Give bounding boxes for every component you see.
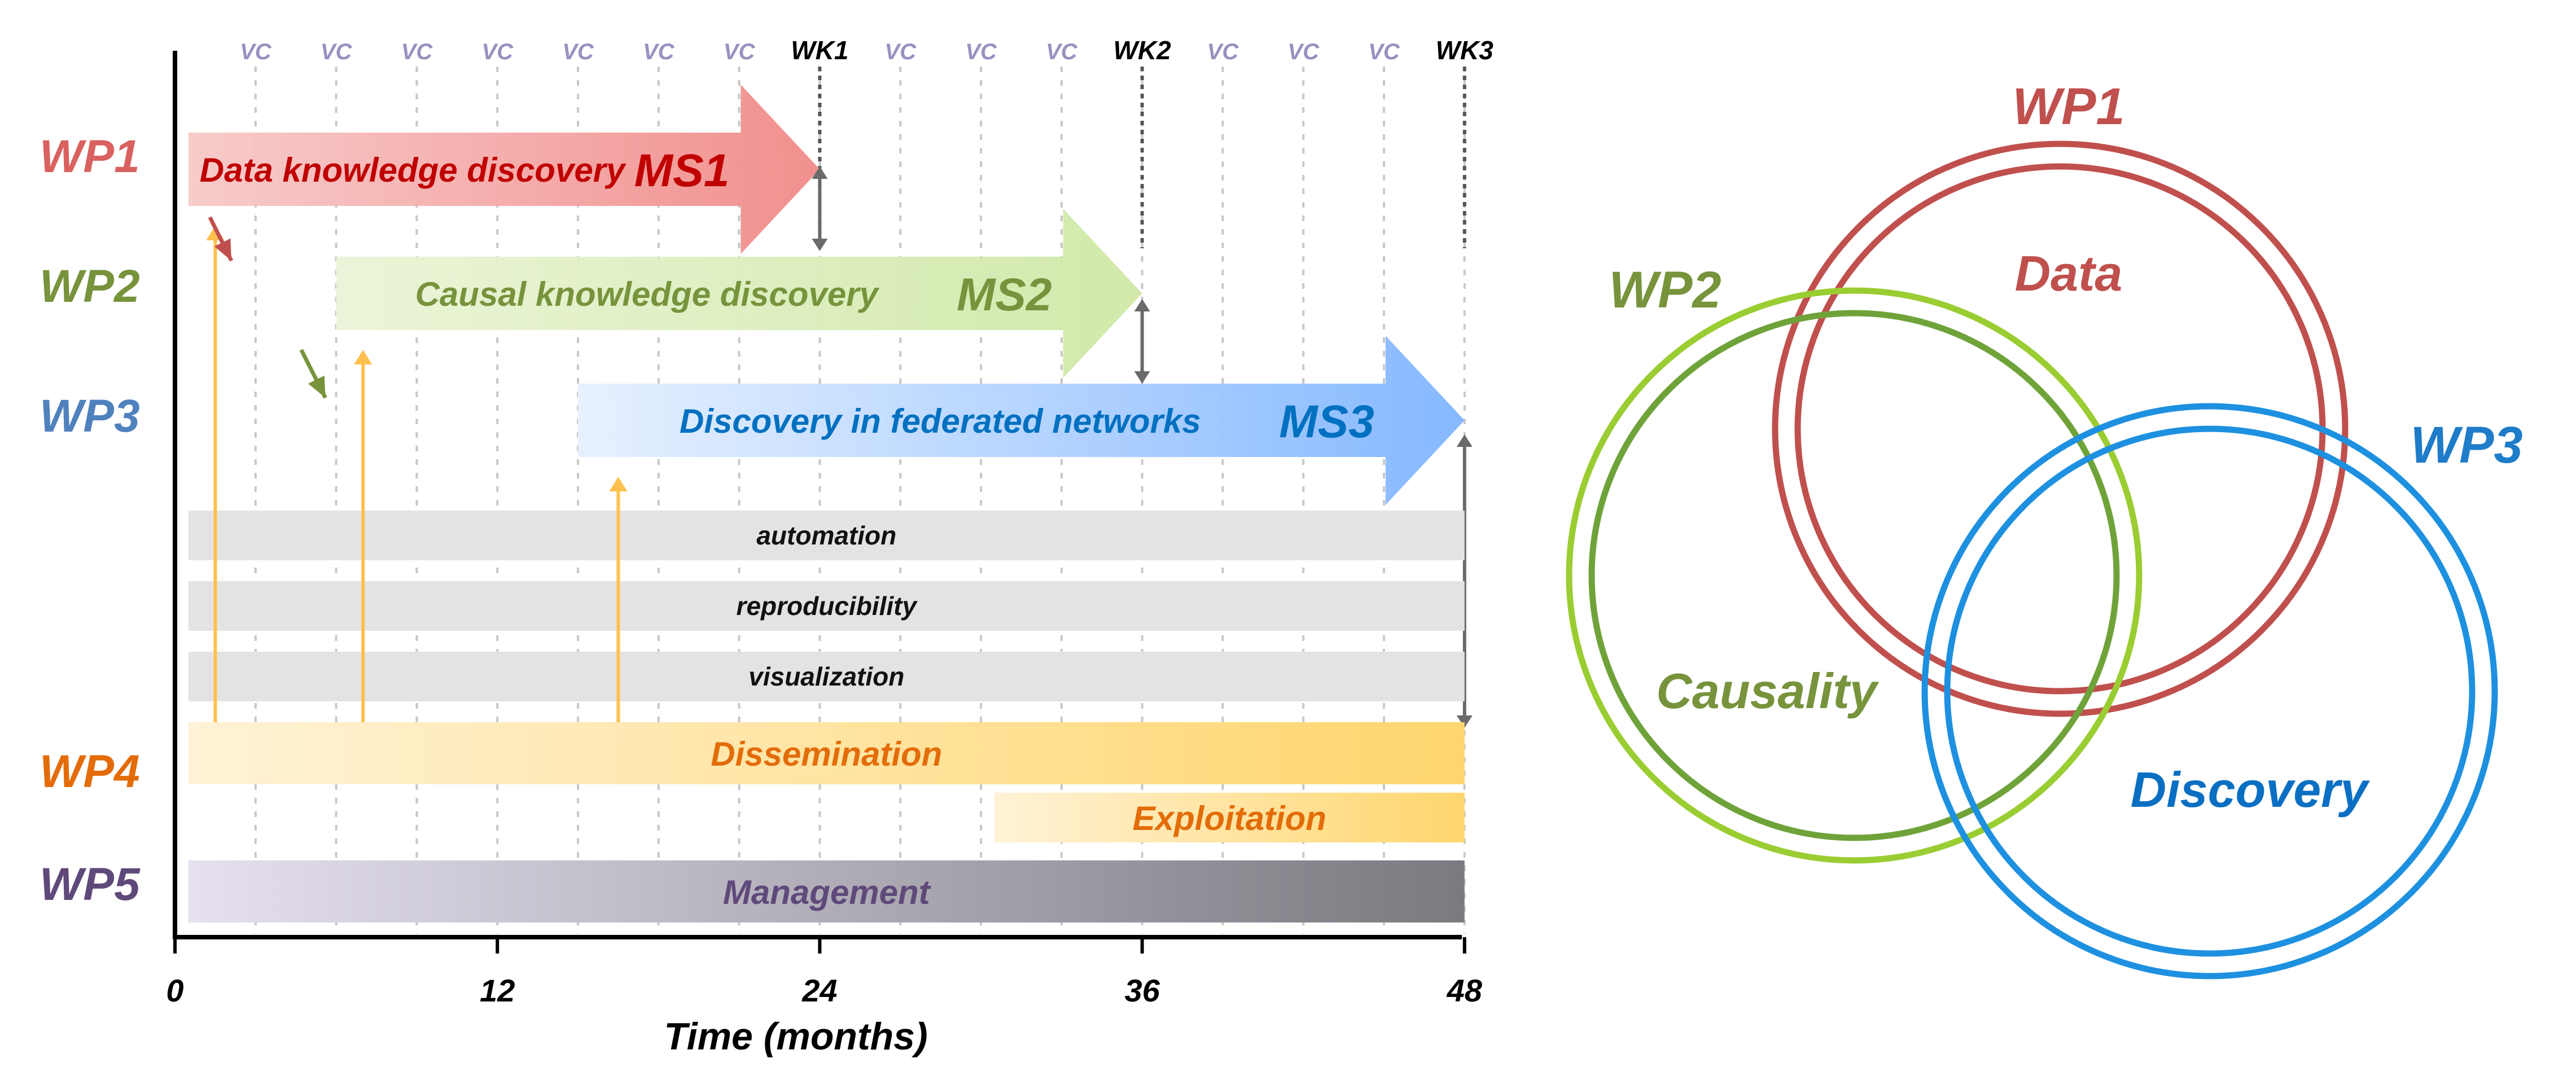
vc-marker: VC — [724, 39, 756, 64]
support-bar-label: automation — [756, 521, 896, 550]
venn-label-wp1: WP1 — [2012, 78, 2124, 135]
wp4-bar-label: Exploitation — [1133, 799, 1326, 837]
wp-label-wp1: WP1 — [40, 131, 140, 182]
venn-label-wp2: WP2 — [1609, 261, 1721, 319]
wp-label-wp4: WP4 — [40, 746, 140, 797]
milestone-ms3: MS3 — [1279, 396, 1374, 447]
vc-marker: VC — [1287, 39, 1320, 64]
vc-marker: VC — [321, 39, 353, 64]
x-tick-label: 48 — [1447, 973, 1483, 1008]
wp2-arrow-label: Causal knowledge discovery — [415, 275, 880, 313]
wp5-bar — [188, 860, 1465, 922]
axes: 0 12 24 36 48 Time (months) — [166, 51, 1483, 1058]
wp2-arrow — [336, 209, 1142, 378]
x-tick-label: 24 — [801, 973, 837, 1008]
vc-marker: VC — [1207, 39, 1239, 64]
vc-marker: VC — [1046, 39, 1078, 64]
wp4-bar — [188, 722, 1465, 784]
feed-arrow-head — [354, 350, 373, 364]
feed-arrow-head — [609, 477, 628, 491]
vc-marker: VC — [562, 39, 594, 64]
venn-label-wp3: WP3 — [2410, 416, 2522, 474]
vc-marker: VC — [240, 39, 272, 64]
vc-marker: VC — [643, 39, 675, 64]
venn-theme-data: Data — [2015, 245, 2123, 301]
x-tick-label: 12 — [480, 973, 515, 1008]
wp1-to-wp2-arrow-head — [214, 238, 231, 261]
task-bars: automation reproducibility visualization Di… — [188, 511, 1465, 922]
vc-marker: VC — [401, 39, 433, 64]
top-markers: VC VC VC VC VC VC VC WK1 VC VC VC WK2 VC VC VC WK3 — [240, 36, 1493, 65]
wp4-bar-label: Dissemination — [711, 735, 942, 773]
support-bar-label: visualization — [748, 662, 904, 691]
feed-arrows — [206, 216, 628, 722]
wp5-bar-label: Management — [723, 873, 932, 911]
wp-label-wp5: WP5 — [40, 859, 141, 910]
support-bar — [188, 652, 1465, 701]
project-timeline: VC VC VC VC VC VC VC WK1 VC VC VC WK2 VC VC VC WK3 WP1W… — [40, 36, 1493, 1058]
workshop-marker: WK1 — [791, 36, 848, 65]
ms1-link-head-top — [812, 166, 828, 179]
wp3-arrow-label: Discovery in federated networks — [680, 402, 1201, 440]
vc-marker: VC — [965, 39, 997, 64]
wp-labels: WP1 WP2 WP3 WP4 WP5 — [40, 131, 141, 910]
support-bar — [188, 581, 1465, 631]
venn-circle-wp1 — [1772, 140, 2349, 717]
venn-theme-causality: Causality — [1656, 663, 1879, 719]
support-bar-label: reproducibility — [737, 591, 918, 621]
x-ticks: 0 12 24 36 48 — [166, 937, 1483, 1008]
support-bar — [188, 511, 1465, 560]
x-axis-label: Time (months) — [664, 1015, 927, 1058]
wp2-to-wp3-arrow-head — [308, 375, 326, 398]
ms3-link-head-bottom — [1456, 715, 1473, 728]
ms1-link-head-bottom — [812, 239, 828, 251]
x-tick-label: 36 — [1124, 973, 1160, 1008]
venn-circle-wp3 — [1921, 403, 2498, 979]
ms2-link-head-bottom — [1134, 371, 1150, 384]
workshop-lines — [818, 67, 1466, 248]
wp-label-wp3: WP3 — [40, 390, 140, 442]
venn-theme-discovery: Discovery — [2131, 762, 2371, 818]
vc-marker: VC — [1368, 39, 1400, 64]
wp4-bar — [994, 793, 1465, 842]
vc-marker: VC — [481, 39, 514, 64]
wp3-arrow — [578, 336, 1465, 505]
wp-venn-diagram: WP1 Data WP2 Causality WP3 Discovery — [1566, 78, 2523, 979]
ms2-link-head-top — [1134, 299, 1150, 311]
wp-label-wp2: WP2 — [40, 261, 140, 312]
milestone-ms1: MS1 — [634, 145, 730, 196]
wp-arrows: Data knowledge discovery MS1 Causal knowle… — [188, 85, 1473, 728]
vc-marker: VC — [884, 39, 917, 64]
wp1-arrow — [188, 85, 820, 254]
ms3-link-head-top — [1456, 434, 1473, 447]
venn-circle-wp2 — [1566, 287, 2143, 864]
milestone-ms2: MS2 — [957, 269, 1052, 320]
workshop-marker: WK3 — [1436, 36, 1494, 65]
x-tick-label: 0 — [166, 973, 183, 1008]
wp1-arrow-label: Data knowledge discovery — [200, 151, 627, 189]
workshop-marker: WK2 — [1113, 36, 1171, 65]
